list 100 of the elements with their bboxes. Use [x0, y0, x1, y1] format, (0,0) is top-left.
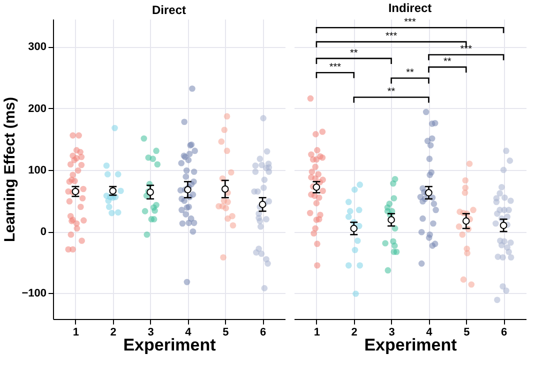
point	[390, 195, 398, 202]
point	[224, 215, 231, 222]
x-tick-label: 4	[185, 326, 192, 338]
point	[429, 242, 436, 249]
point	[266, 198, 272, 204]
point	[500, 166, 507, 174]
point	[70, 132, 76, 139]
point	[72, 178, 78, 184]
point	[252, 162, 259, 169]
point	[222, 204, 230, 212]
point	[459, 231, 466, 238]
point	[310, 230, 317, 237]
point	[356, 222, 362, 230]
point	[78, 162, 85, 168]
point	[254, 188, 261, 195]
point	[500, 222, 508, 230]
point	[71, 156, 78, 164]
point	[388, 216, 395, 224]
point	[466, 160, 473, 167]
point	[345, 262, 352, 269]
point	[70, 246, 76, 253]
point	[498, 242, 505, 248]
point	[260, 184, 267, 191]
point	[462, 190, 468, 196]
annotation: ***	[385, 31, 398, 42]
x-tick-label: 3	[148, 326, 154, 338]
point	[66, 198, 73, 204]
x-tick-label: 3	[388, 326, 395, 338]
point	[74, 167, 82, 174]
point	[118, 188, 124, 194]
point	[312, 164, 318, 170]
point	[427, 142, 434, 148]
point	[312, 225, 318, 232]
point	[346, 208, 354, 214]
point	[432, 206, 439, 214]
x-tick-label: 2	[110, 326, 116, 338]
point	[462, 177, 469, 184]
annotation: **	[406, 68, 414, 79]
point	[494, 296, 500, 304]
x-tick-label: 5	[222, 326, 229, 338]
point	[184, 278, 190, 286]
point	[228, 169, 234, 176]
point	[498, 184, 505, 190]
point	[252, 168, 259, 175]
point	[426, 234, 432, 241]
point	[79, 195, 86, 202]
point	[426, 156, 433, 162]
point	[354, 238, 361, 244]
point	[114, 209, 122, 216]
y-tick-label: 200	[28, 102, 46, 115]
point	[504, 214, 510, 220]
annotation: **	[444, 56, 452, 68]
point	[103, 162, 110, 169]
point	[508, 254, 514, 261]
point	[258, 200, 266, 208]
point	[390, 180, 396, 187]
point	[230, 222, 236, 229]
point	[178, 206, 185, 214]
point	[493, 198, 500, 206]
point	[507, 239, 514, 246]
point	[345, 214, 352, 220]
point	[153, 148, 160, 154]
point	[190, 220, 198, 226]
point	[67, 161, 74, 168]
x-axis-title: Experiment	[123, 336, 216, 354]
point	[186, 150, 193, 158]
point	[229, 212, 236, 220]
point	[154, 161, 161, 168]
point	[314, 262, 320, 269]
annotation: ***	[404, 17, 416, 28]
point	[76, 132, 82, 139]
point	[264, 148, 270, 155]
point	[182, 211, 189, 218]
point	[179, 220, 186, 227]
point	[66, 178, 73, 185]
point	[256, 156, 264, 162]
point	[218, 138, 225, 145]
point	[384, 267, 392, 274]
point	[306, 210, 314, 216]
x-axis-title: Experiment	[364, 336, 458, 354]
point	[105, 198, 112, 204]
point	[224, 198, 231, 206]
point	[425, 189, 432, 196]
point	[492, 220, 499, 227]
point	[263, 216, 270, 222]
point	[224, 148, 230, 154]
point	[190, 228, 196, 235]
point	[106, 204, 112, 210]
y-axis-title: Learning Effect (ms)	[2, 96, 19, 242]
point	[356, 206, 362, 214]
point	[258, 250, 265, 257]
point	[507, 198, 514, 204]
point	[184, 186, 192, 194]
point	[264, 260, 271, 267]
point	[351, 186, 358, 193]
x-tick-label: 2	[351, 326, 358, 338]
point	[506, 158, 514, 164]
point	[312, 131, 319, 138]
point	[258, 223, 264, 230]
point	[422, 108, 430, 116]
